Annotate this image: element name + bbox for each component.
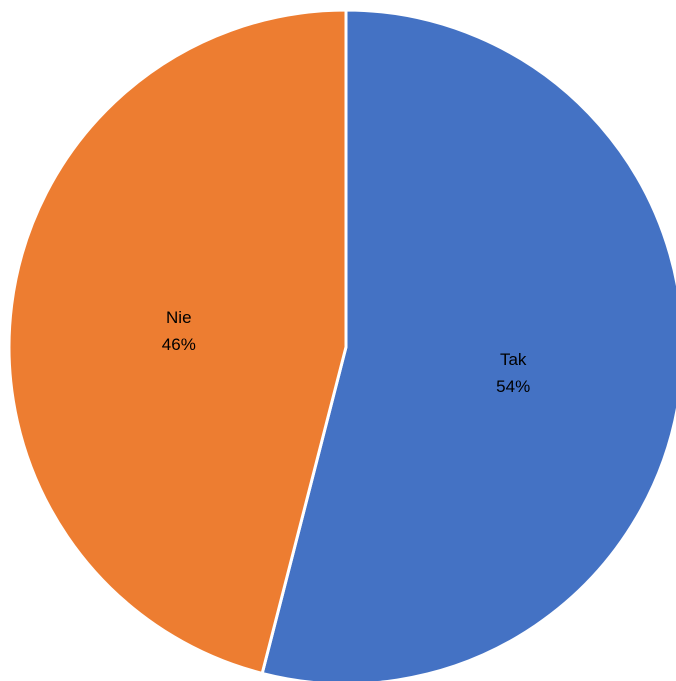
pie-slices [7, 8, 676, 681]
slice-category-label: Tak [500, 350, 527, 369]
pie-slice-nie [7, 8, 348, 675]
slice-category-label: Nie [166, 308, 192, 327]
slice-value-label: 46% [162, 335, 196, 354]
pie-labels: Tak 54% Nie 46% [162, 308, 530, 396]
slice-value-label: 54% [496, 377, 530, 396]
pie-slice-tak [260, 8, 676, 681]
